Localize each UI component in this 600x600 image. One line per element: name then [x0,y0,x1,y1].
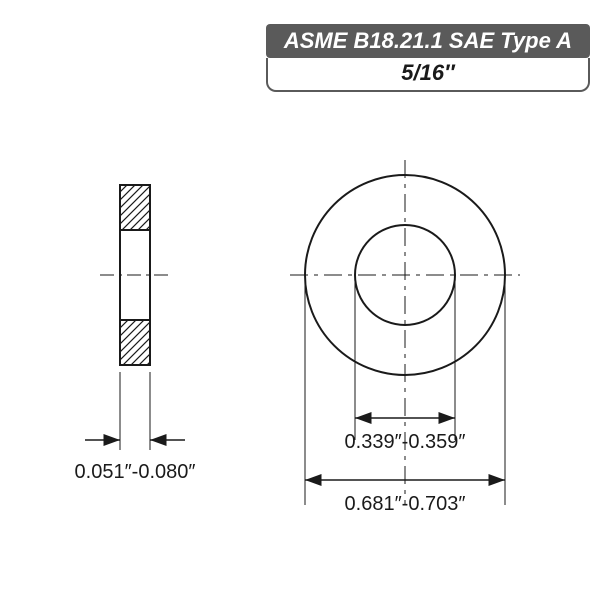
drawing-canvas: 0.051″-0.080″ 0.339″-0.359″ 0.681″-0.703… [0,0,600,600]
side-view: 0.051″-0.080″ [75,185,196,483]
front-view: 0.339″-0.359″ 0.681″-0.703″ [290,160,520,515]
thickness-dim: 0.051″-0.080″ [75,461,196,483]
inner-dia-dim: 0.339″-0.359″ [345,431,466,453]
outer-dia-dim: 0.681″-0.703″ [345,493,466,515]
